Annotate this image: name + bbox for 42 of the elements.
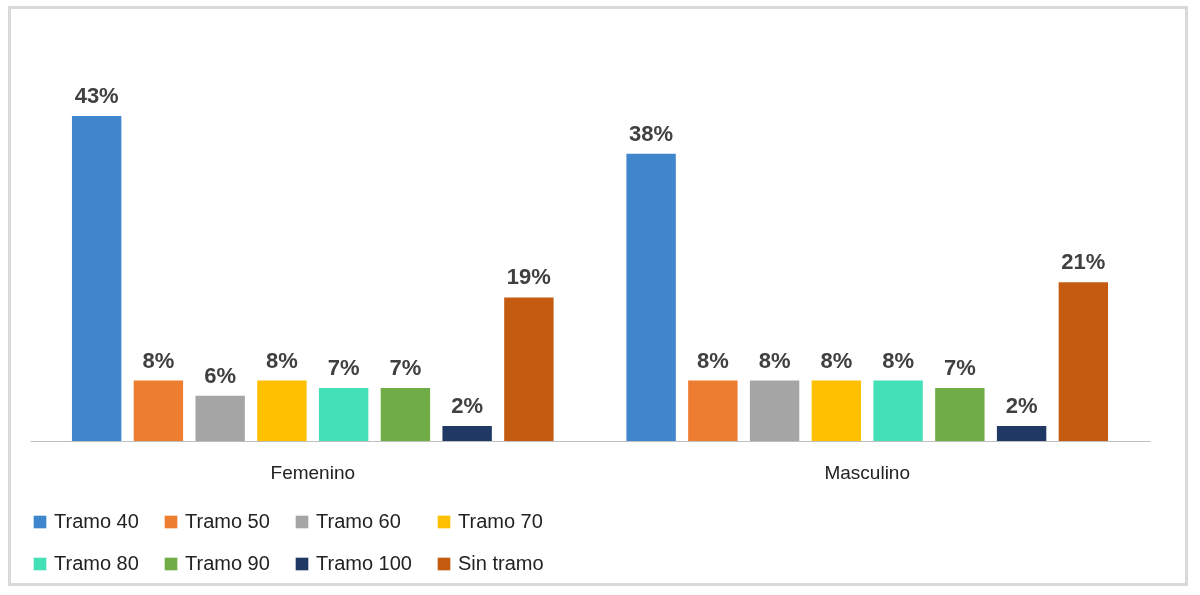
bar <box>1058 282 1109 441</box>
data-label: 7% <box>327 355 360 381</box>
legend-label: Tramo 40 <box>54 510 139 532</box>
bar <box>195 395 245 441</box>
x-tick-label: Masculino <box>824 461 910 483</box>
bar <box>688 380 738 441</box>
bar <box>873 380 923 441</box>
data-label: 8% <box>142 347 175 373</box>
bar <box>749 380 800 441</box>
x-tick-label: Femenino <box>270 461 356 483</box>
data-label: 19% <box>506 264 551 290</box>
data-label: 8% <box>696 347 729 373</box>
bar <box>133 380 184 441</box>
bar <box>935 388 985 441</box>
bar <box>626 153 676 441</box>
data-label: 8% <box>758 347 791 373</box>
data-label: 7% <box>943 355 976 381</box>
bar <box>504 297 554 441</box>
data-label: 7% <box>389 355 422 381</box>
data-label: 8% <box>820 347 853 373</box>
legend-label: Tramo 80 <box>54 552 139 574</box>
legend-label: Tramo 70 <box>458 510 543 532</box>
legend-label: Tramo 100 <box>316 552 412 574</box>
data-label: 2% <box>1005 392 1038 418</box>
bar <box>811 380 862 441</box>
legend-label: Sin tramo <box>458 552 544 574</box>
data-label: 6% <box>204 362 237 388</box>
data-label: 38% <box>629 120 674 146</box>
data-label: 43% <box>74 83 119 108</box>
bar <box>71 116 122 441</box>
data-label: 2% <box>451 392 484 418</box>
legend-label: Tramo 50 <box>185 510 270 532</box>
bar <box>318 388 369 441</box>
bar <box>442 425 492 441</box>
legend-label: Tramo 60 <box>316 510 401 532</box>
data-label: 8% <box>882 347 914 373</box>
bar <box>380 388 431 441</box>
data-label: 8% <box>266 347 298 373</box>
legend-label: Tramo 90 <box>185 552 270 574</box>
bar <box>996 425 1047 441</box>
data-label: 21% <box>1061 249 1106 275</box>
bar <box>257 380 307 441</box>
